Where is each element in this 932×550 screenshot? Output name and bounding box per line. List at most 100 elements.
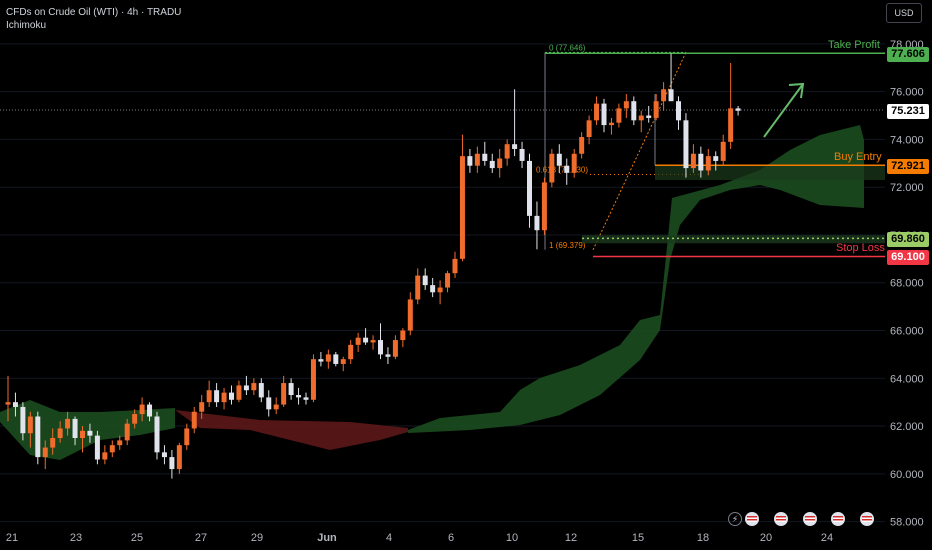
candle-body: [42, 447, 48, 458]
x-tick-label: 10: [506, 532, 518, 544]
candle-body: [221, 392, 227, 403]
candle-body: [541, 182, 547, 231]
candle-body: [594, 103, 600, 121]
candle-body: [735, 108, 741, 111]
candle-body: [601, 103, 607, 126]
candle-body: [355, 337, 361, 345]
candle-body: [437, 287, 443, 293]
fib-label: 0 (77.646): [549, 43, 586, 52]
us-flag-icon[interactable]: [774, 512, 788, 526]
candle-body: [415, 275, 421, 300]
cloud-bull-segment: [0, 400, 175, 460]
candle-body: [690, 153, 696, 169]
candle-body: [333, 354, 339, 364]
candle-body: [176, 445, 182, 470]
candle-body: [586, 120, 592, 138]
candle-body: [363, 337, 369, 343]
cloud-bull-segment: [408, 125, 864, 433]
candle-body: [571, 153, 577, 173]
y-tick-label: 76.000: [890, 87, 924, 99]
candle-body: [229, 392, 234, 400]
indicator-label[interactable]: Ichimoku: [6, 20, 47, 31]
candle-body: [169, 457, 175, 470]
take-profit-price-tag: 77.606: [887, 47, 929, 62]
x-tick-label: 6: [448, 532, 454, 544]
candle-body: [161, 452, 167, 458]
x-tick-label: Jun: [317, 532, 337, 544]
candle-body: [281, 383, 287, 405]
candle-body: [191, 411, 197, 429]
candle-body: [564, 165, 570, 173]
x-tick-label: 24: [821, 532, 833, 544]
x-tick-label: 21: [6, 532, 18, 544]
candle-body: [661, 89, 667, 102]
candle-body: [310, 359, 316, 400]
candle-body: [623, 101, 629, 109]
us-flag-icon[interactable]: [803, 512, 817, 526]
x-tick-label: 20: [760, 532, 772, 544]
ichimoku-cloud: [0, 125, 864, 460]
candle-body: [407, 299, 413, 331]
candle-body: [132, 414, 138, 424]
candle-body: [638, 115, 644, 121]
candle-body: [698, 153, 704, 171]
projection-arrow: [763, 83, 804, 138]
candle-body: [616, 108, 622, 123]
candle-body: [50, 438, 56, 448]
candle-body: [556, 153, 562, 166]
candle-body: [57, 428, 63, 438]
candle-body: [251, 383, 257, 391]
candle-body: [243, 385, 249, 391]
candle-body: [296, 395, 302, 398]
candle-body: [273, 404, 279, 410]
fib-label: 1 (69.379): [549, 241, 586, 250]
candle-body: [378, 340, 383, 355]
candle-body: [445, 273, 451, 288]
candle-body: [631, 101, 637, 121]
support-zone: [582, 235, 885, 244]
candle-body: [474, 153, 480, 166]
y-tick-label: 64.000: [890, 373, 924, 385]
candle-body: [258, 383, 264, 398]
trade-annotations: 0 (77.646) 0.618 (72.530) 1 (69.379): [0, 43, 885, 258]
candle-body: [94, 435, 100, 460]
take-profit-label: Take Profit: [828, 39, 880, 51]
candle-body: [452, 258, 458, 274]
candle-body: [467, 156, 473, 166]
y-tick-label: 60.000: [890, 469, 924, 481]
price-axis: 58.00060.00062.00064.00066.00068.00070.0…: [890, 39, 924, 529]
candle-body: [303, 397, 309, 400]
us-flag-icon[interactable]: [831, 512, 845, 526]
x-tick-label: 27: [195, 532, 207, 544]
lightning-icon[interactable]: ⚡: [728, 512, 742, 526]
cloud-bear-segment: [175, 410, 408, 450]
x-tick-label: 18: [697, 532, 709, 544]
support-price-tag: 69.860: [887, 232, 929, 247]
y-tick-label: 58.000: [890, 517, 924, 529]
candle-body: [87, 430, 93, 436]
candle-body: [214, 390, 220, 403]
candle-body: [109, 445, 115, 453]
y-tick-label: 66.000: [890, 326, 924, 338]
candle-body: [385, 354, 391, 357]
candle-body: [325, 354, 331, 362]
us-flag-icon[interactable]: [860, 512, 874, 526]
stop-loss-price-tag: 69.100: [887, 250, 929, 265]
candle-body: [266, 397, 272, 410]
candle-body: [102, 452, 108, 460]
candle-body: [489, 160, 495, 169]
x-tick-label: 23: [70, 532, 82, 544]
candle-body: [154, 416, 160, 453]
candle-body: [683, 120, 689, 169]
candle-body: [20, 406, 26, 434]
us-flag-icon[interactable]: [745, 512, 759, 526]
currency-button[interactable]: USD: [886, 3, 922, 23]
candle-body: [139, 404, 145, 415]
y-tick-label: 72.000: [890, 182, 924, 194]
candle-body: [147, 404, 153, 417]
y-tick-label: 62.000: [890, 421, 924, 433]
candle-body: [608, 122, 614, 126]
buy-entry-price-tag: 72.921: [887, 159, 929, 174]
candle-body: [519, 148, 525, 161]
